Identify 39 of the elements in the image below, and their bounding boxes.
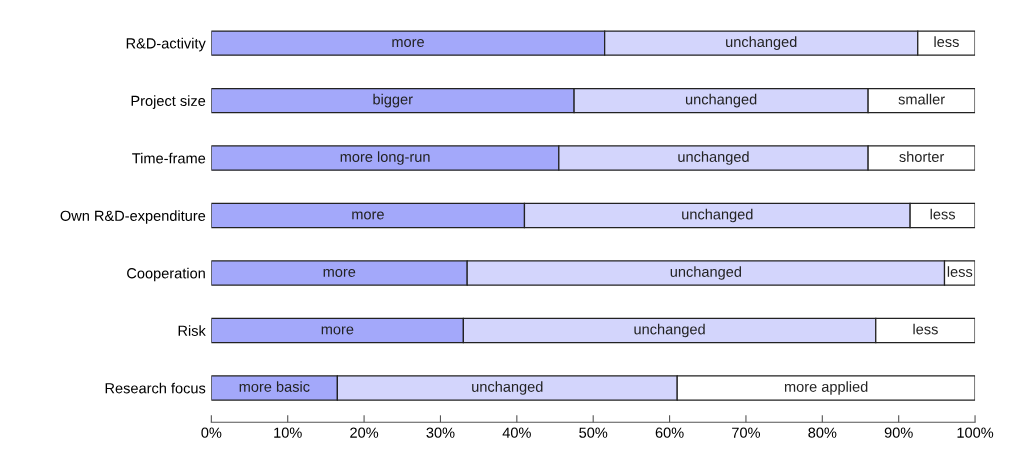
x-tick-label: 70% — [732, 427, 761, 438]
y-tick-label: Risk — [178, 325, 206, 336]
data-label: more — [323, 268, 356, 277]
data-label: smaller — [898, 93, 945, 105]
data-label: unchanged — [726, 36, 797, 50]
x-tick-label: 90% — [884, 427, 913, 438]
y-tick-label: R&D-activity — [126, 37, 206, 52]
y-tick-label: Project size — [131, 95, 206, 109]
data-label: less — [913, 323, 938, 335]
data-label: unchanged — [685, 93, 757, 108]
data-label: more long-run — [340, 151, 430, 165]
data-label: less — [930, 208, 956, 220]
data-label: more — [352, 211, 384, 220]
y-tick-label: Cooperation — [127, 267, 205, 282]
x-tick-label: 30% — [426, 427, 455, 438]
y-tick-label: Own R&D-expenditure — [60, 210, 206, 224]
x-tick-label: 20% — [350, 427, 379, 438]
data-label: more — [321, 326, 354, 335]
data-label: less — [934, 36, 959, 48]
data-label: shorter — [899, 151, 945, 162]
data-label: unchanged — [682, 208, 753, 223]
data-label: unchanged — [634, 323, 705, 338]
x-tick-label: 10% — [274, 427, 302, 438]
y-tick-label: Time-frame — [132, 152, 206, 164]
data-label: unchanged — [472, 381, 543, 395]
data-label: more — [392, 39, 424, 48]
y-tick-label: Research focus — [105, 382, 206, 394]
data-label: unchanged — [670, 266, 741, 280]
x-tick-label: 80% — [808, 427, 837, 438]
x-tick-label: 40% — [502, 427, 531, 438]
data-label: unchanged — [678, 151, 749, 165]
x-tick-label: 50% — [579, 427, 608, 438]
x-tick-label: 60% — [655, 427, 684, 438]
data-label: more applied — [784, 381, 868, 395]
data-label: bigger — [373, 93, 413, 108]
x-tick-label: 0% — [201, 427, 222, 438]
x-tick-label: 100% — [957, 427, 994, 438]
data-label: more basic — [239, 381, 310, 392]
data-label: less — [947, 266, 973, 277]
